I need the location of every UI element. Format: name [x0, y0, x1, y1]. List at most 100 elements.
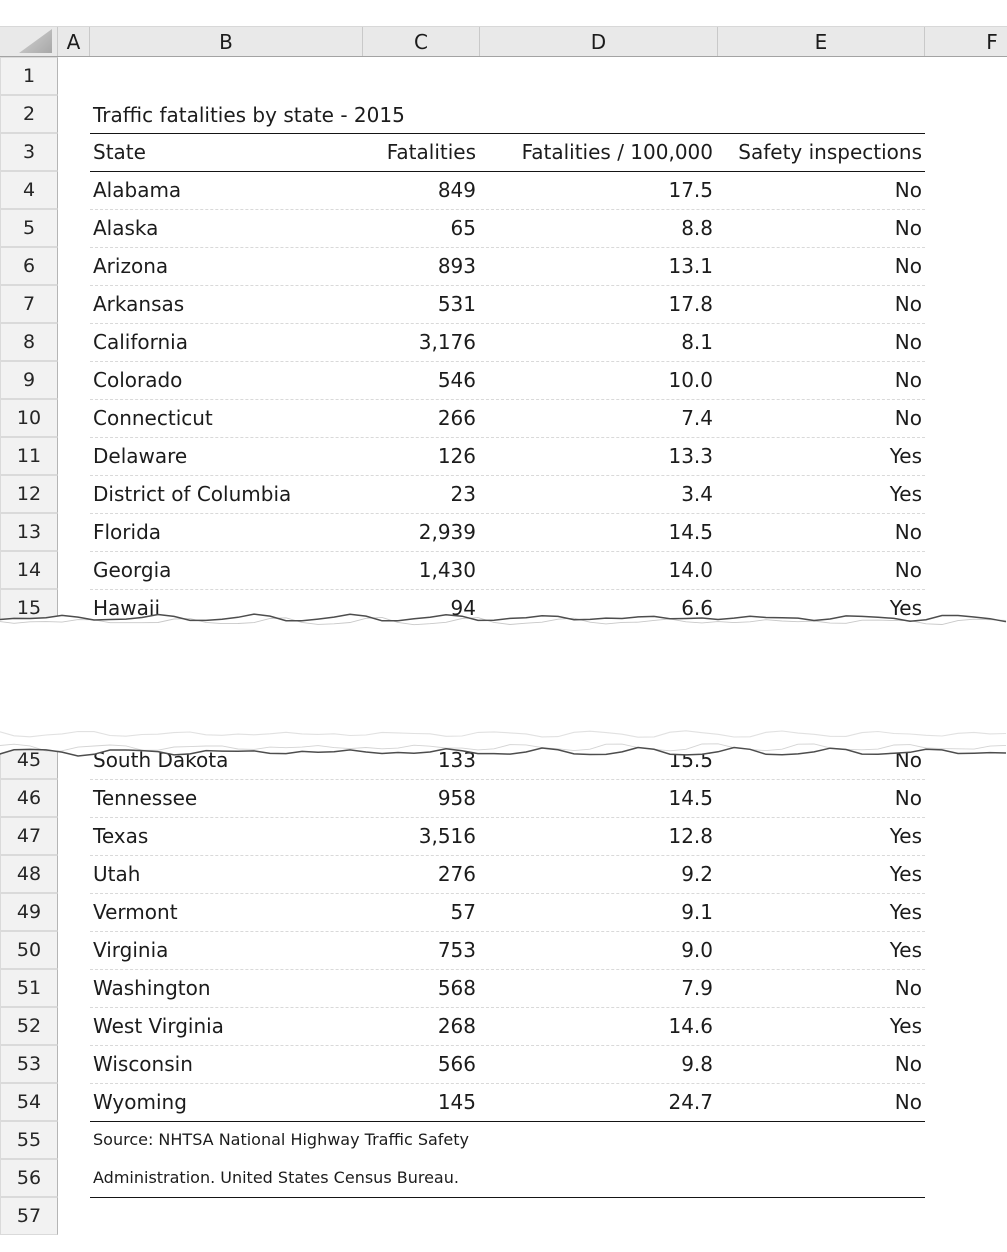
fatalities-rate-cell[interactable]: 8.1 — [681, 330, 713, 354]
state-cell[interactable]: Georgia — [93, 558, 172, 582]
row-header-55[interactable]: 55 — [0, 1121, 58, 1159]
fatalities-cell[interactable]: 266 — [437, 406, 476, 430]
row-header-51[interactable]: 51 — [0, 969, 58, 1007]
column-header-E[interactable]: E — [718, 27, 925, 56]
fatalities-cell[interactable]: 958 — [437, 786, 476, 810]
inspections-cell[interactable]: No — [894, 748, 922, 772]
fatalities-rate-cell[interactable]: 8.8 — [681, 216, 713, 240]
column-header-C[interactable]: C — [363, 27, 480, 56]
state-cell[interactable]: Florida — [93, 520, 162, 544]
source-note-line1[interactable]: Source: NHTSA National Highway Traffic S… — [93, 1130, 469, 1149]
inspections-cell[interactable]: No — [894, 330, 922, 354]
fatalities-cell[interactable]: 893 — [437, 254, 476, 278]
row-header-1[interactable]: 1 — [0, 57, 58, 95]
row-header-10[interactable]: 10 — [0, 399, 58, 437]
inspections-cell[interactable]: Yes — [889, 596, 922, 620]
inspections-cell[interactable]: No — [894, 406, 922, 430]
fatalities-rate-cell[interactable]: 7.9 — [681, 976, 713, 1000]
column-header-A[interactable]: A — [58, 27, 90, 56]
row-header-14[interactable]: 14 — [0, 551, 58, 589]
column-header-F[interactable]: F — [925, 27, 1007, 56]
row-header-50[interactable]: 50 — [0, 931, 58, 969]
inspections-cell[interactable]: Yes — [889, 900, 922, 924]
fatalities-rate-cell[interactable]: 3.4 — [681, 482, 713, 506]
fatalities-cell[interactable]: 145 — [437, 1090, 476, 1114]
row-header-6[interactable]: 6 — [0, 247, 58, 285]
state-cell[interactable]: Delaware — [93, 444, 188, 468]
state-cell[interactable]: California — [93, 330, 188, 354]
state-cell[interactable]: Vermont — [93, 900, 178, 924]
state-cell[interactable]: Arizona — [93, 254, 169, 278]
inspections-cell[interactable]: Yes — [889, 444, 922, 468]
row-header-49[interactable]: 49 — [0, 893, 58, 931]
state-cell[interactable]: South Dakota — [93, 748, 229, 772]
column-header-D[interactable]: D — [480, 27, 718, 56]
fatalities-rate-cell[interactable]: 14.0 — [668, 558, 713, 582]
fatalities-cell[interactable]: 3,176 — [418, 330, 476, 354]
fatalities-rate-cell[interactable]: 7.4 — [681, 406, 713, 430]
fatalities-cell[interactable]: 94 — [450, 596, 476, 620]
fatalities-cell[interactable]: 65 — [450, 216, 476, 240]
row-header-11[interactable]: 11 — [0, 437, 58, 475]
header-fatalities[interactable]: Fatalities — [386, 140, 476, 164]
inspections-cell[interactable]: No — [894, 558, 922, 582]
state-cell[interactable]: Tennessee — [93, 786, 198, 810]
row-header-56[interactable]: 56 — [0, 1159, 58, 1197]
inspections-cell[interactable]: Yes — [889, 1014, 922, 1038]
inspections-cell[interactable]: No — [894, 368, 922, 392]
inspections-cell[interactable]: Yes — [889, 862, 922, 886]
fatalities-cell[interactable]: 1,430 — [418, 558, 476, 582]
row-header-3[interactable]: 3 — [0, 133, 58, 171]
fatalities-cell[interactable]: 57 — [450, 900, 476, 924]
fatalities-cell[interactable]: 2,939 — [418, 520, 476, 544]
inspections-cell[interactable]: No — [894, 178, 922, 202]
row-header-52[interactable]: 52 — [0, 1007, 58, 1045]
fatalities-rate-cell[interactable]: 9.0 — [681, 938, 713, 962]
fatalities-rate-cell[interactable]: 24.7 — [668, 1090, 713, 1114]
fatalities-rate-cell[interactable]: 15.5 — [668, 748, 713, 772]
row-header-8[interactable]: 8 — [0, 323, 58, 361]
inspections-cell[interactable]: No — [894, 216, 922, 240]
fatalities-rate-cell[interactable]: 17.8 — [668, 292, 713, 316]
fatalities-rate-cell[interactable]: 14.6 — [668, 1014, 713, 1038]
state-cell[interactable]: Washington — [93, 976, 211, 1000]
fatalities-rate-cell[interactable]: 14.5 — [668, 520, 713, 544]
state-cell[interactable]: Alabama — [93, 178, 182, 202]
fatalities-cell[interactable]: 23 — [450, 482, 476, 506]
state-cell[interactable]: Hawaii — [93, 596, 161, 620]
row-header-7[interactable]: 7 — [0, 285, 58, 323]
fatalities-cell[interactable]: 546 — [437, 368, 476, 392]
header-safety-inspections[interactable]: Safety inspections — [738, 140, 922, 164]
fatalities-cell[interactable]: 276 — [437, 862, 476, 886]
row-header-47[interactable]: 47 — [0, 817, 58, 855]
fatalities-cell[interactable]: 3,516 — [418, 824, 476, 848]
state-cell[interactable]: Connecticut — [93, 406, 213, 430]
inspections-cell[interactable]: No — [894, 976, 922, 1000]
state-cell[interactable]: Wyoming — [93, 1090, 187, 1114]
fatalities-rate-cell[interactable]: 12.8 — [668, 824, 713, 848]
source-note-line2[interactable]: Administration. United States Census Bur… — [93, 1168, 459, 1187]
row-header-46[interactable]: 46 — [0, 779, 58, 817]
fatalities-rate-cell[interactable]: 14.5 — [668, 786, 713, 810]
column-header-B[interactable]: B — [90, 27, 363, 56]
inspections-cell[interactable]: Yes — [889, 824, 922, 848]
fatalities-rate-cell[interactable]: 17.5 — [668, 178, 713, 202]
fatalities-rate-cell[interactable]: 13.3 — [668, 444, 713, 468]
state-cell[interactable]: Virginia — [93, 938, 169, 962]
select-all-button[interactable] — [0, 27, 58, 56]
state-cell[interactable]: West Virginia — [93, 1014, 224, 1038]
header-fatalities-rate[interactable]: Fatalities / 100,000 — [521, 140, 713, 164]
state-cell[interactable]: Wisconsin — [93, 1052, 193, 1076]
inspections-cell[interactable]: No — [894, 1052, 922, 1076]
row-header-12[interactable]: 12 — [0, 475, 58, 513]
inspections-cell[interactable]: No — [894, 520, 922, 544]
fatalities-cell[interactable]: 126 — [437, 444, 476, 468]
sheet-title[interactable]: Traffic fatalities by state - 2015 — [93, 103, 405, 127]
fatalities-rate-cell[interactable]: 9.1 — [681, 900, 713, 924]
state-cell[interactable]: Alaska — [93, 216, 159, 240]
state-cell[interactable]: Texas — [93, 824, 149, 848]
state-cell[interactable]: Arkansas — [93, 292, 185, 316]
header-state[interactable]: State — [93, 140, 146, 164]
inspections-cell[interactable]: Yes — [889, 938, 922, 962]
fatalities-rate-cell[interactable]: 9.8 — [681, 1052, 713, 1076]
